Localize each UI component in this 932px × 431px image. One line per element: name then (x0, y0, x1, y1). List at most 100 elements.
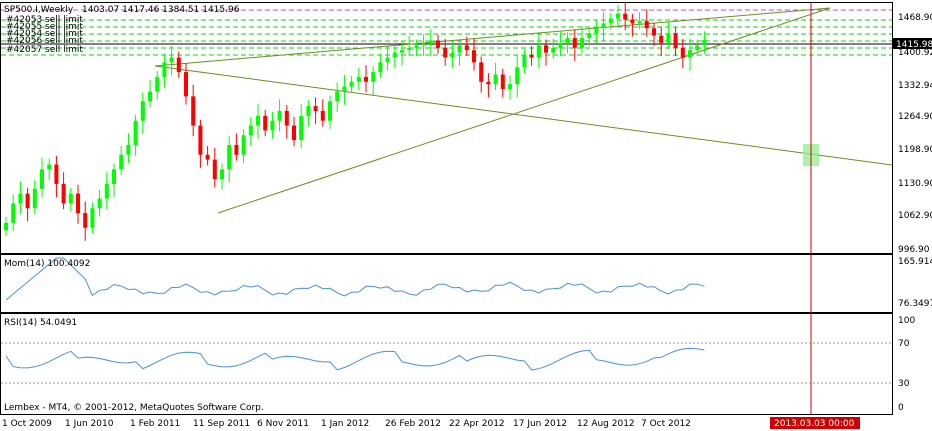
time-tick: 17 Jun 2012 (513, 419, 567, 429)
candle-body (212, 159, 217, 180)
candle-body (695, 45, 700, 51)
candle-body (148, 91, 152, 102)
candle-body (558, 42, 563, 48)
candle-body (342, 86, 347, 92)
candle-body (400, 50, 404, 53)
candle-body (464, 45, 469, 51)
rsi-tick: 0 (898, 403, 904, 413)
candle-body (306, 106, 311, 116)
mom-label: Mom(14) 100.4092 (4, 259, 90, 269)
order-label: #42057 sell limit (6, 45, 83, 55)
candle-body (472, 50, 476, 63)
trend-line-upper[interactable] (154, 7, 831, 67)
candle-body (241, 135, 246, 155)
mom-tick: 165.914 (898, 257, 932, 267)
candle-body (184, 72, 188, 97)
candle-body (83, 213, 88, 228)
candle-body (11, 203, 16, 223)
candle-body (385, 57, 390, 63)
candle-body (565, 38, 570, 43)
candle-body (702, 39, 707, 46)
candle-body (616, 13, 620, 19)
current-price: 1415.98 (896, 40, 932, 50)
rsi-tick: 70 (898, 339, 910, 349)
candle-body (659, 35, 664, 43)
candle-body (630, 19, 635, 24)
candle-body (328, 101, 332, 121)
trend-line-descending[interactable] (154, 65, 893, 166)
time-tick: 22 Apr 2012 (449, 419, 505, 429)
trend-lines (154, 7, 893, 214)
price-tick: 996.90 (898, 245, 930, 255)
candle-body (112, 169, 116, 184)
candle-body (680, 47, 685, 58)
rsi-panel-frame (0, 313, 893, 415)
price-tick: 1468.90 (898, 13, 932, 23)
candle-body (378, 62, 383, 73)
candle-body (637, 21, 642, 24)
candle-body (313, 106, 318, 111)
candle-body (450, 52, 455, 58)
candle-body (479, 62, 484, 82)
candle-body (227, 145, 232, 170)
candle-body (580, 38, 584, 48)
candle-body (90, 208, 95, 228)
trend-line-rising[interactable] (217, 7, 831, 214)
candle-body (205, 154, 210, 160)
price-axis: 1468.90 1400.92 1332.94 1264.90 1198.90 … (898, 13, 932, 255)
candle-body (18, 193, 23, 204)
candle-body (522, 55, 527, 68)
candle-body (349, 81, 354, 87)
mom-panel-frame (0, 254, 893, 313)
candle-body (292, 125, 296, 141)
candle-body (270, 120, 275, 131)
candle-body (666, 33, 671, 43)
price-tick: 1130.90 (898, 179, 932, 189)
candle-body (644, 21, 649, 29)
candle-body (623, 13, 628, 20)
mom-tick: 76.3497 (898, 299, 932, 309)
candle-body (284, 110, 289, 126)
candle-body (608, 18, 613, 24)
candle-body (68, 193, 73, 204)
candle-body (551, 47, 556, 53)
price-tick: 1332.94 (898, 81, 932, 91)
candle-body (601, 23, 606, 29)
candle-body (436, 40, 440, 48)
candle-body (104, 183, 109, 199)
candle-body (277, 110, 282, 121)
candle-body (169, 57, 174, 63)
order-label: #42055 sell limit (6, 22, 83, 32)
price-tick: 1400.92 (898, 48, 932, 58)
price-tick: 1264.90 (898, 112, 932, 122)
vline-label-box (770, 417, 860, 429)
candle-body (457, 45, 462, 53)
candle-body (428, 40, 433, 43)
candle-body (220, 169, 224, 180)
candle-body (25, 193, 30, 209)
time-tick: 6 Nov 2011 (257, 419, 309, 429)
candle-body (572, 38, 577, 48)
candle-body (47, 164, 52, 170)
candle-body (76, 193, 80, 214)
candle-body (371, 72, 376, 82)
candle-body (162, 62, 167, 77)
candle-body (119, 154, 124, 170)
order-lines (1, 9, 892, 56)
candle-body (508, 84, 512, 90)
candle-body (364, 76, 368, 82)
candle-body (335, 91, 340, 102)
order-label: #42054 sell limit (6, 29, 83, 39)
rsi-tick: 30 (898, 379, 910, 389)
candlestick-series (4, 2, 707, 241)
candle-body (414, 45, 419, 48)
rsi-line (5, 347, 705, 371)
candle-body (40, 169, 44, 189)
candle-body (673, 33, 678, 48)
candle-body (198, 125, 203, 155)
symbol-label: SP500.I,Weekly (4, 5, 74, 15)
momentum-line (5, 257, 705, 301)
price-tick: 1198.90 (898, 145, 932, 155)
candle-body (4, 222, 8, 231)
candle-body (500, 74, 505, 90)
